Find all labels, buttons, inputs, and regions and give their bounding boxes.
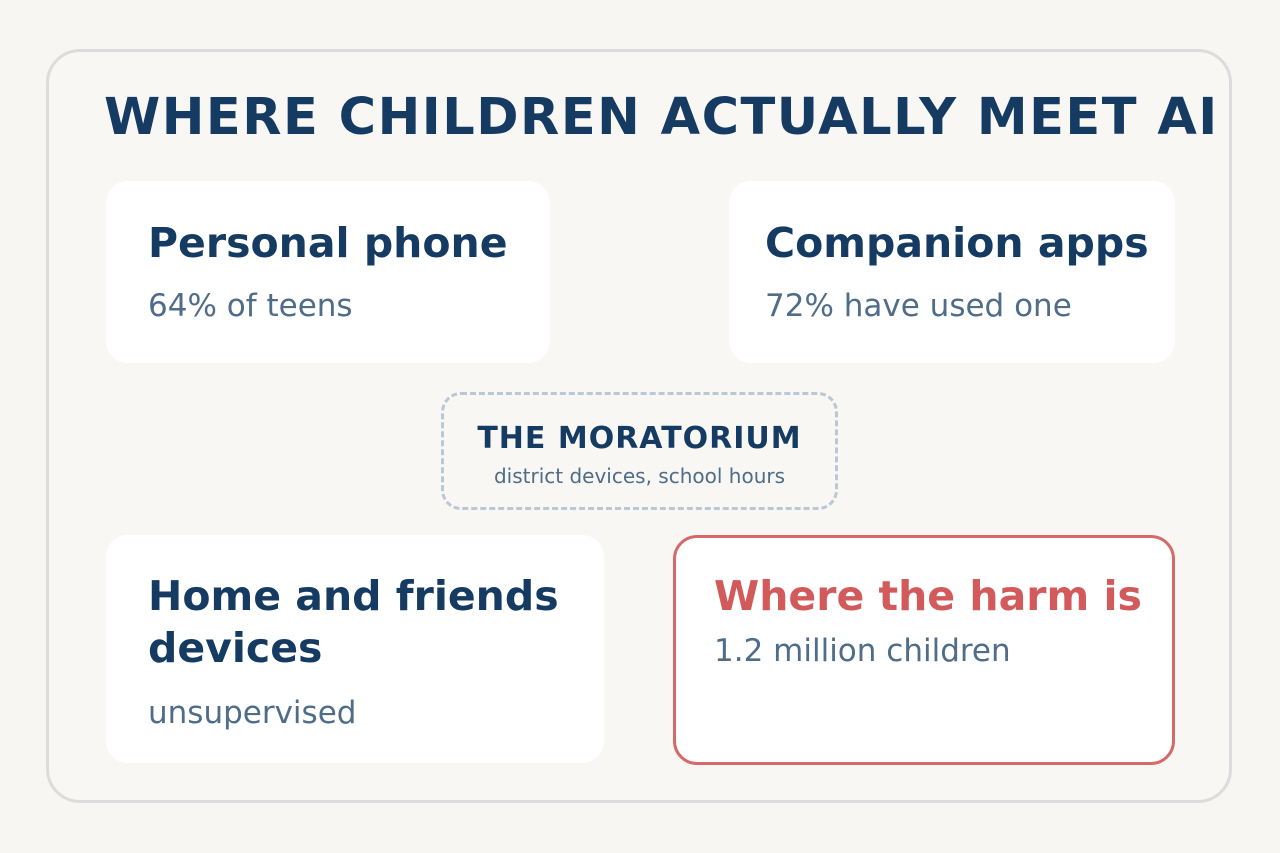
moratorium-title: THE MORATORIUM	[477, 421, 802, 456]
moratorium-box: THE MORATORIUM district devices, school …	[441, 392, 838, 510]
card-subtitle: unsupervised	[148, 695, 357, 731]
card-companion-apps: Companion apps 72% have used one	[729, 181, 1175, 363]
card-subtitle: 64% of teens	[148, 288, 353, 324]
diagram-title: WHERE CHILDREN ACTUALLY MEET AI	[104, 88, 1219, 147]
card-title: Home and friends devices	[148, 572, 559, 672]
card-title: Where the harm is	[714, 572, 1142, 620]
card-subtitle: 72% have used one	[765, 288, 1072, 324]
card-title: Companion apps	[765, 219, 1149, 267]
card-harm: Where the harm is 1.2 million children	[673, 535, 1175, 765]
card-home-friends: Home and friends devices unsupervised	[106, 535, 604, 763]
card-title: Personal phone	[148, 219, 508, 267]
card-personal-phone: Personal phone 64% of teens	[106, 181, 550, 363]
card-subtitle: 1.2 million children	[714, 633, 1011, 669]
moratorium-subtitle: district devices, school hours	[493, 464, 786, 488]
